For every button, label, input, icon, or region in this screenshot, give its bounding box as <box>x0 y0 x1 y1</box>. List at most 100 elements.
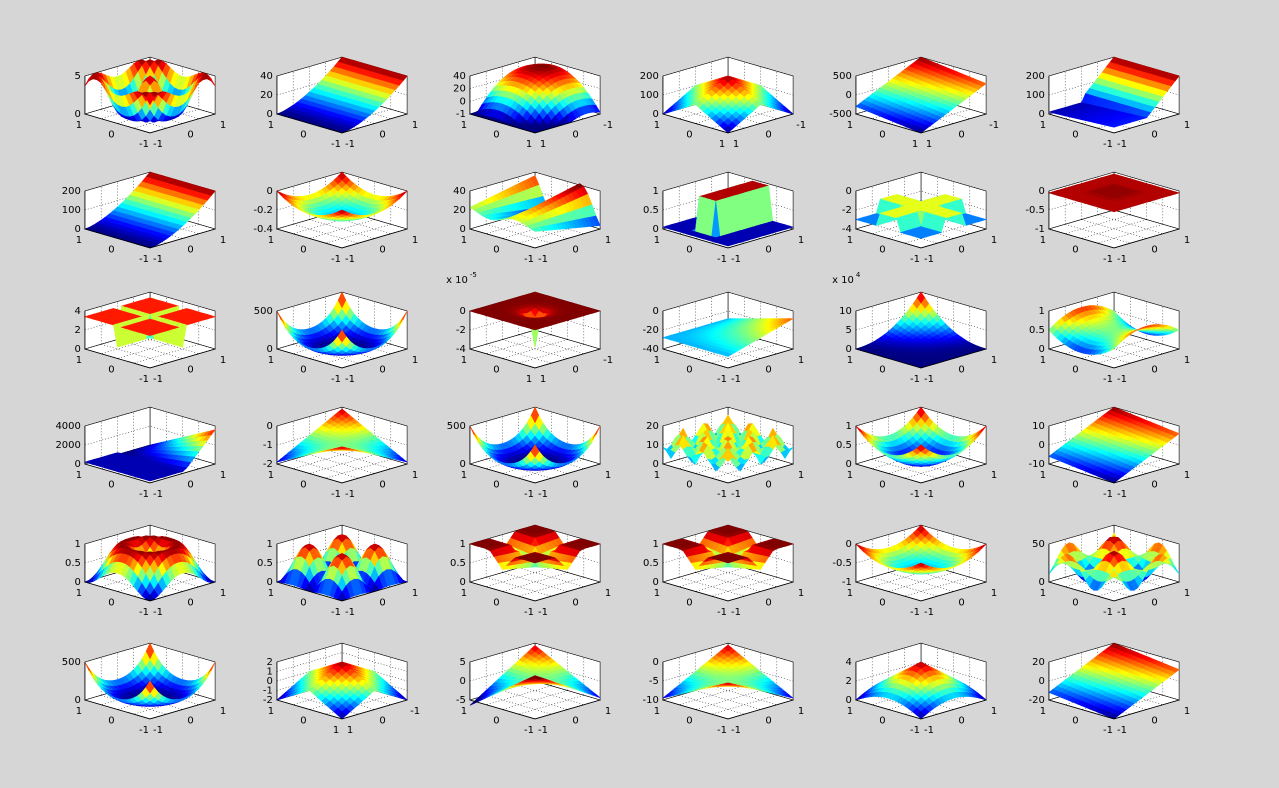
x-tick-label: -1 <box>331 254 341 265</box>
x-tick-label: 1 <box>654 355 660 366</box>
subplot-12: 0-0.5-110-1 -101 <box>1025 171 1190 265</box>
x-tick-label: 1 <box>268 235 274 246</box>
y-tick-label: -1 <box>731 254 741 265</box>
y-tick-label: 1 <box>798 235 804 246</box>
y-tick-label: 0 <box>765 364 771 375</box>
z-tick-label: 0 <box>267 109 273 120</box>
surface <box>84 59 216 123</box>
y-tick-label: 0 <box>958 364 964 375</box>
z-tick-label: -0.4 <box>253 224 273 235</box>
y-tick-label: -1 <box>796 120 806 131</box>
x-tick-label: 1 <box>847 120 853 131</box>
x-tick-label: 1 <box>526 374 532 385</box>
x-tick-label: 0 <box>493 364 499 375</box>
subplot-11: 0-2-410-1 -101 <box>842 171 997 265</box>
z-tick-label: 500 <box>254 306 273 317</box>
y-tick-label: 1 <box>1184 235 1190 246</box>
x-tick-label: 0 <box>1072 129 1078 140</box>
z-tick-label: -20 <box>643 325 659 336</box>
x-tick-label: 0 <box>108 129 114 140</box>
x-tick-label: 0 <box>108 244 114 255</box>
y-tick-label: 0 <box>187 364 193 375</box>
y-tick-label: 1 <box>798 355 804 366</box>
x-tick-label: 1 <box>526 139 532 150</box>
y-tick-label: 1 <box>412 235 418 246</box>
z-tick-label: 1 <box>653 186 659 197</box>
y-tick-label: 0 <box>958 129 964 140</box>
y-tick-label: -1 <box>731 374 741 385</box>
z-tick-label: 100 <box>640 90 659 101</box>
x-tick-label: 0 <box>493 244 499 255</box>
subplot-8: 0-0.2-0.410-1 -101 <box>253 171 418 265</box>
z-tick-label: 0 <box>460 96 466 107</box>
x-tick-label: 1 <box>76 355 82 366</box>
x-tick-label: 1 <box>654 120 660 131</box>
x-tick-label: -1 <box>139 254 149 265</box>
z-tick-label: 40 <box>453 71 466 82</box>
x-tick-label: 0 <box>300 364 306 375</box>
y-tick-label: 0 <box>379 129 385 140</box>
x-tick-label: 1 <box>847 235 853 246</box>
y-tick-label: 1 <box>926 139 932 150</box>
y-tick-label: 1 <box>991 355 997 366</box>
x-tick-label: -1 <box>139 139 149 150</box>
z-tick-label: 0 <box>846 90 852 101</box>
y-tick-label: 1 <box>733 139 739 150</box>
y-tick-label: 1 <box>1184 120 1190 131</box>
y-tick-label: 0 <box>1151 129 1157 140</box>
x-tick-label: -1 <box>717 374 727 385</box>
y-tick-label: 1 <box>540 139 546 150</box>
y-tick-label: -1 <box>153 374 163 385</box>
y-tick-label: -1 <box>603 355 613 366</box>
y-tick-label: -1 <box>153 254 163 265</box>
x-tick-label: 0 <box>300 244 306 255</box>
x-tick-label: 1 <box>461 235 467 246</box>
y-tick-label: -1 <box>924 374 934 385</box>
y-tick-label: -1 <box>538 254 548 265</box>
z-tick-label: -2 <box>842 205 852 216</box>
z-tick-label: 0.5 <box>643 205 659 216</box>
z-tick-label: 5 <box>75 71 81 82</box>
z-tick-label: 0 <box>653 306 659 317</box>
x-tick-label: 0 <box>686 364 692 375</box>
z-exponent-label: x 10 <box>446 275 468 286</box>
z-tick-label: 0 <box>653 109 659 120</box>
x-tick-label: 0 <box>879 364 885 375</box>
y-tick-label: 0 <box>765 244 771 255</box>
z-tick-label: -4 <box>456 344 466 355</box>
y-tick-label: -1 <box>924 254 934 265</box>
x-tick-label: 1 <box>654 235 660 246</box>
x-tick-label: 0 <box>493 129 499 140</box>
z-tick-label: 0 <box>460 306 466 317</box>
y-tick-label: 0 <box>572 129 578 140</box>
y-tick-label: 0 <box>187 244 193 255</box>
y-tick-label: 0 <box>958 244 964 255</box>
x-tick-label: 1 <box>268 355 274 366</box>
y-tick-label: -1 <box>603 120 613 131</box>
y-tick-label: 1 <box>220 235 226 246</box>
x-tick-label: 0 <box>686 129 692 140</box>
z-tick-label: 0 <box>75 224 81 235</box>
z-tick-label: 200 <box>640 71 659 82</box>
x-tick-label: -1 <box>1103 139 1113 150</box>
z-tick-label: -2 <box>456 325 466 336</box>
y-tick-label: -1 <box>1117 139 1127 150</box>
y-tick-label: 1 <box>412 355 418 366</box>
y-tick-label: 0 <box>572 364 578 375</box>
z-exponent-power: 4 <box>856 271 861 279</box>
z-tick-label: 20 <box>260 90 273 101</box>
y-tick-label: -1 <box>345 139 355 150</box>
x-tick-label: 1 <box>719 139 725 150</box>
